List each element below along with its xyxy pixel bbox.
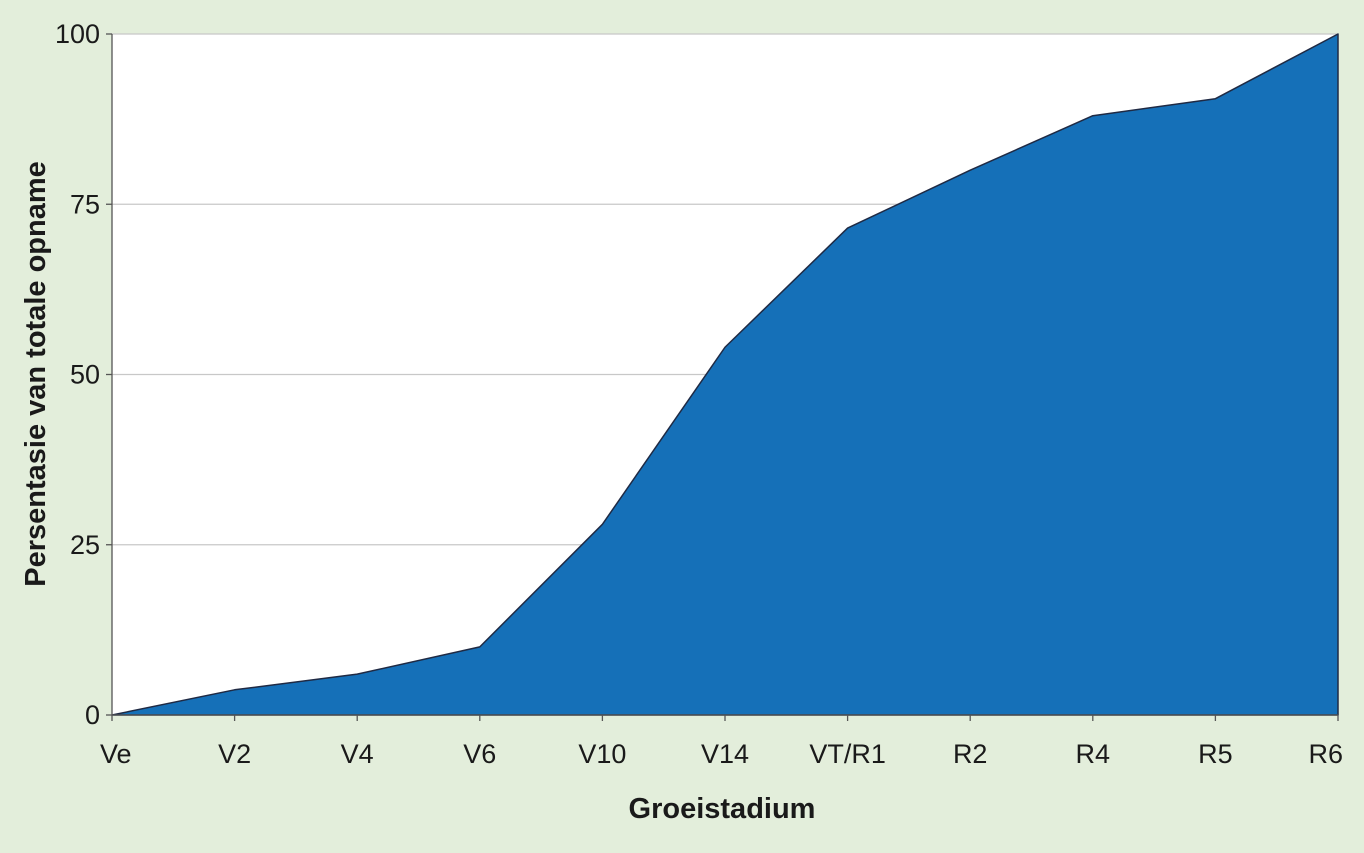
y-tick-labels: 0 25 50 75 100 bbox=[55, 19, 100, 730]
y-tick-label: 25 bbox=[70, 530, 100, 560]
y-tick-label: 100 bbox=[55, 19, 100, 49]
x-tick-label: R6 bbox=[1308, 739, 1343, 769]
x-tick-label: Ve bbox=[100, 739, 132, 769]
x-axis-title: Groeistadium bbox=[629, 793, 816, 825]
x-tick-label: R4 bbox=[1076, 739, 1111, 769]
x-tick-label: VT/R1 bbox=[809, 739, 886, 769]
x-tick-label: V4 bbox=[341, 739, 374, 769]
area-series bbox=[111, 33, 1339, 716]
y-tick-label: 50 bbox=[70, 360, 100, 390]
x-tick-label: R2 bbox=[953, 739, 988, 769]
x-tick-label: V14 bbox=[701, 739, 749, 769]
x-tick-label: V2 bbox=[218, 739, 251, 769]
x-tick-labels: Ve V2 V4 V6 V10 V14 VT/R1 R2 R4 R5 R6 bbox=[100, 739, 1343, 769]
y-tick-label: 0 bbox=[85, 700, 100, 730]
x-tick-label: R5 bbox=[1198, 739, 1233, 769]
axes bbox=[106, 33, 1339, 721]
x-tick-label: V6 bbox=[463, 739, 496, 769]
y-tick-label: 75 bbox=[70, 189, 100, 219]
y-axis-title: Persentasie van totale opname bbox=[20, 161, 52, 587]
x-tick-label: V10 bbox=[578, 739, 626, 769]
